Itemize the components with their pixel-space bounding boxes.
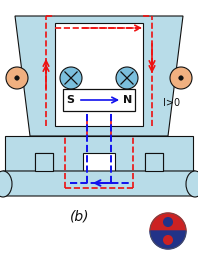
Polygon shape — [150, 213, 186, 231]
Circle shape — [60, 67, 82, 89]
Text: S: S — [66, 95, 74, 105]
Ellipse shape — [0, 171, 12, 197]
Circle shape — [163, 217, 173, 227]
Polygon shape — [5, 136, 193, 171]
Polygon shape — [35, 153, 53, 171]
FancyBboxPatch shape — [63, 89, 135, 111]
Circle shape — [179, 76, 183, 80]
Text: (b): (b) — [70, 209, 90, 223]
Circle shape — [163, 235, 173, 245]
Circle shape — [116, 67, 138, 89]
FancyBboxPatch shape — [3, 6, 195, 201]
Polygon shape — [15, 16, 183, 136]
Circle shape — [170, 67, 192, 89]
Text: I>0: I>0 — [163, 98, 180, 108]
Circle shape — [150, 213, 186, 249]
Circle shape — [6, 67, 28, 89]
Polygon shape — [55, 23, 143, 126]
Polygon shape — [150, 231, 186, 249]
Text: N: N — [123, 95, 133, 105]
Circle shape — [15, 76, 19, 80]
Ellipse shape — [186, 171, 198, 197]
Polygon shape — [145, 153, 163, 171]
Polygon shape — [3, 171, 195, 196]
